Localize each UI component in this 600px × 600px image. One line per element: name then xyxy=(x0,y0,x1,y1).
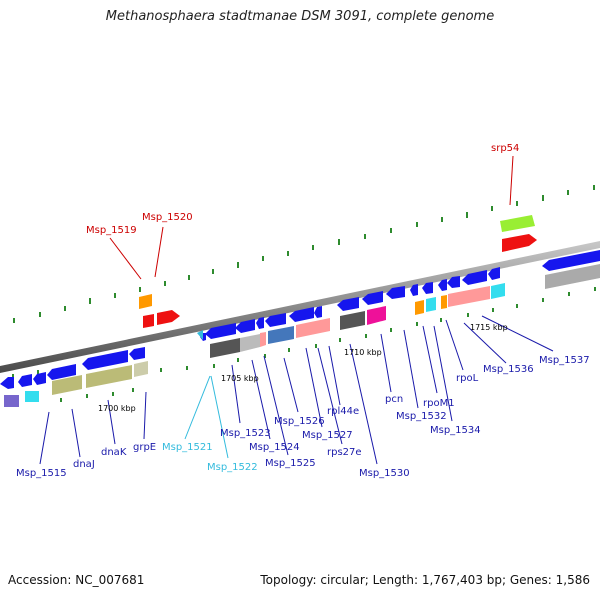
genome-backbone xyxy=(0,241,600,373)
gene-grpE-box xyxy=(134,361,148,377)
gene-msp1519 xyxy=(143,314,154,328)
map-title: Methanosphaera stadtmanae DSM 3091, comp… xyxy=(105,9,495,24)
label-dnaJ: dnaJ xyxy=(73,459,95,470)
forward-strand-genes xyxy=(139,215,537,328)
reverse-strand-genes xyxy=(0,250,600,389)
gene-labels: srp54 Msp_1520 Msp_1519 Msp_1515 dnaJ dn… xyxy=(16,143,590,479)
label-msp1532: Msp_1532 xyxy=(396,411,447,422)
label-msp1525: Msp_1525 xyxy=(265,458,316,469)
label-msp1527: Msp_1527 xyxy=(302,430,353,441)
label-msp1521: Msp_1521 xyxy=(162,442,213,453)
label-msp1537: Msp_1537 xyxy=(539,355,590,366)
gene-dnaK-box xyxy=(86,365,132,388)
label-srp54: srp54 xyxy=(491,143,519,154)
label-msp1530: Msp_1530 xyxy=(359,468,410,479)
gene-cyan-arrow xyxy=(197,330,203,340)
label-msp1536: Msp_1536 xyxy=(483,364,534,375)
label-grpE: grpE xyxy=(133,442,156,453)
label-pcn: pcn xyxy=(385,394,403,405)
label-msp1526: Msp_1526 xyxy=(274,416,325,427)
gene-lime xyxy=(500,215,535,232)
scale-label-1710: 1710 kbp xyxy=(344,348,382,357)
gene-srp54 xyxy=(502,234,537,252)
label-msp1524: Msp_1524 xyxy=(249,442,300,453)
label-msp1523: Msp_1523 xyxy=(220,428,271,439)
label-msp1519: Msp_1519 xyxy=(86,225,137,236)
label-connectors xyxy=(39,155,554,465)
gene-dnaJ-box xyxy=(52,375,82,395)
genome-summary: Topology: circular; Length: 1,767,403 bp… xyxy=(260,573,590,587)
label-msp1522: Msp_1522 xyxy=(207,462,258,473)
gene-orange-a xyxy=(139,294,152,309)
label-msp1520: Msp_1520 xyxy=(142,212,193,223)
label-dnaK: dnaK xyxy=(101,447,127,458)
label-rpoM1: rpoM1 xyxy=(423,398,455,409)
tick-marks xyxy=(12,185,596,402)
accession-label: Accession: NC_007681 xyxy=(8,573,145,587)
scale-label-1700: 1700 kbp xyxy=(98,404,136,413)
label-msp1515: Msp_1515 xyxy=(16,468,67,479)
gene-msp1515-box xyxy=(4,395,19,407)
label-msp1534: Msp_1534 xyxy=(430,425,481,436)
lower-track-genes xyxy=(4,264,600,407)
label-rpl44e: rpl44e xyxy=(327,406,359,417)
label-rps27e: rps27e xyxy=(327,447,362,458)
gene-msp1520 xyxy=(157,310,180,325)
scale-label-1715: 1715 kbp xyxy=(470,323,508,332)
scale-label-1705: 1705 kbp xyxy=(221,374,259,383)
label-rpoL: rpoL xyxy=(456,373,479,384)
